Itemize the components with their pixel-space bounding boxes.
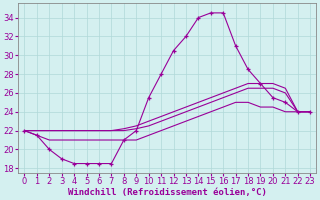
X-axis label: Windchill (Refroidissement éolien,°C): Windchill (Refroidissement éolien,°C) — [68, 188, 267, 197]
